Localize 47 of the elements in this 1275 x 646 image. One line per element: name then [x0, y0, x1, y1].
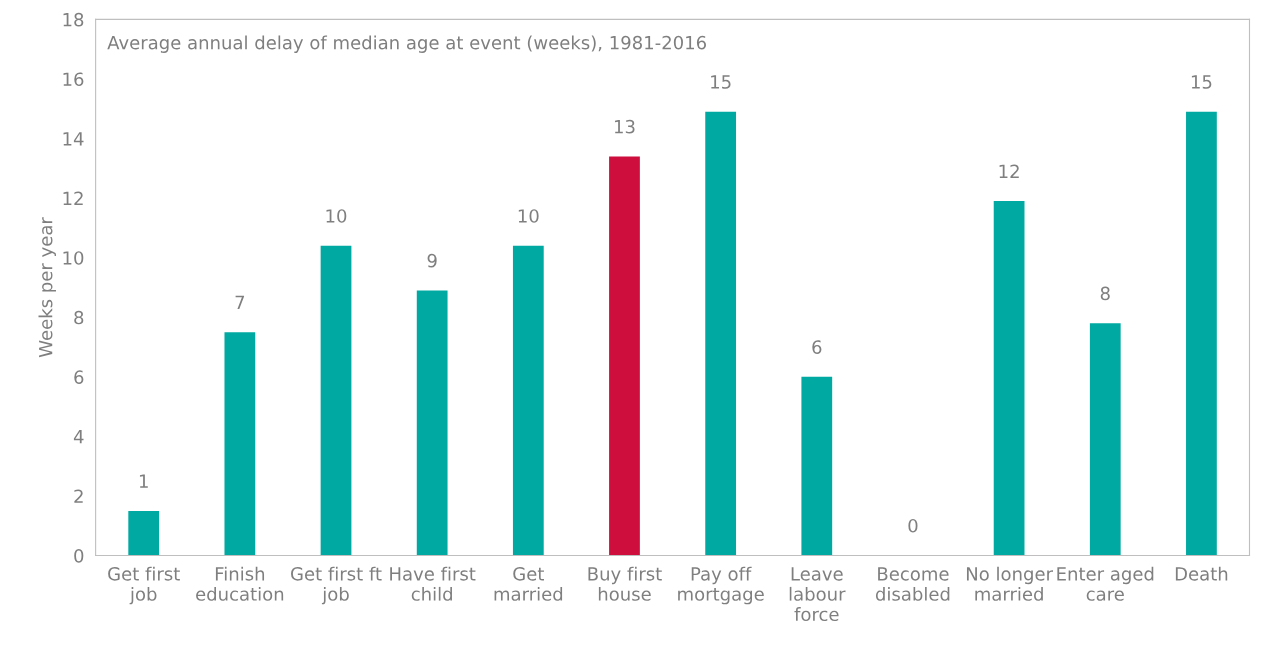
x-tick-label: Leave labour force — [789, 567, 846, 622]
y-tick-label: 10 — [63, 251, 84, 265]
x-tick-label: Have first child — [390, 566, 476, 601]
data-label: 10 — [518, 209, 539, 223]
y-axis-title: Weeks per year — [38, 217, 56, 358]
x-tick-label: Become disabled — [875, 567, 950, 601]
bar — [1089, 323, 1121, 556]
data-label: 7 — [235, 295, 245, 309]
bar — [705, 111, 737, 556]
x-tick-label: Enter aged care — [1057, 566, 1154, 601]
y-tick-label: 4 — [73, 430, 84, 444]
bar — [416, 290, 448, 556]
data-label: 9 — [427, 253, 437, 268]
y-tick-label: 0 — [74, 549, 84, 563]
bar — [320, 245, 352, 556]
y-tick-label: 6 — [74, 370, 84, 384]
x-tick-label: Get married — [494, 566, 563, 601]
data-label: 15 — [711, 75, 731, 89]
bar — [801, 376, 833, 556]
x-tick-label: Get first ft job — [291, 566, 382, 605]
bar — [1186, 111, 1217, 556]
bar — [609, 156, 640, 556]
data-label: 1 — [139, 474, 148, 488]
y-tick-label: 12 — [63, 191, 83, 205]
bar — [128, 510, 160, 556]
data-label: 12 — [999, 164, 1019, 178]
x-tick-label: Death — [1175, 566, 1228, 581]
x-tick-label: Buy first house — [588, 566, 662, 601]
y-tick-label: 18 — [63, 12, 84, 27]
annotation: Average annual delay of median age at event (weeks), 1981-2016 — [107, 35, 707, 53]
data-label: 15 — [1191, 75, 1212, 89]
data-label: 0 — [908, 518, 918, 533]
x-tick-label: Pay off mortgage — [678, 566, 764, 605]
bar — [993, 201, 1025, 556]
data-label: 8 — [1100, 286, 1110, 301]
x-tick-label: No longer married — [966, 566, 1053, 601]
bar — [224, 332, 256, 556]
y-tick-label: 8 — [74, 310, 84, 325]
y-tick-label: 16 — [63, 72, 84, 87]
y-tick-label: 2 — [74, 489, 83, 503]
data-label: 6 — [812, 340, 822, 354]
y-tick-label: 14 — [63, 132, 84, 146]
data-label: 13 — [614, 119, 635, 134]
x-tick-label: Get first job — [108, 566, 180, 605]
x-tick-label: Finish education — [196, 566, 284, 601]
data-label: 10 — [326, 209, 347, 223]
bar — [512, 245, 544, 556]
